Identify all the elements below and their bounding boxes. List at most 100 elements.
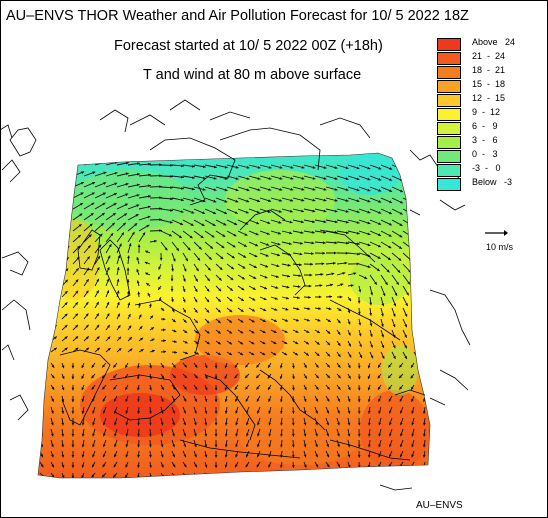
wind-arrow-head — [367, 254, 371, 258]
wind-arrow-head — [149, 365, 152, 369]
wind-arrow-head — [57, 203, 61, 207]
wind-arrow-head — [204, 422, 208, 426]
wind-arrow-shaft — [422, 472, 426, 478]
wind-arrow-head — [114, 192, 117, 196]
wind-arrow-head — [240, 341, 244, 345]
wind-arrow-head — [99, 233, 103, 237]
wind-arrow-head — [159, 174, 162, 178]
wind-arrow-head — [224, 422, 228, 426]
wind-arrow-head — [181, 186, 184, 190]
wind-arrow-head — [181, 164, 184, 168]
wind-arrow-head — [315, 422, 318, 426]
wind-arrow-head — [40, 410, 43, 414]
wind-arrow-head — [150, 315, 153, 319]
wind-arrow-shaft — [424, 241, 430, 250]
wind-arrow-head — [117, 325, 121, 329]
wind-arrow-head — [222, 234, 226, 237]
legend-label: 0 - 3 — [472, 149, 498, 159]
wind-arrow-shaft — [39, 384, 45, 390]
wind-arrow-head — [81, 399, 85, 402]
wind-arrow-head — [356, 199, 360, 203]
wind-arrow-head — [92, 422, 95, 426]
wind-arrow-head — [214, 376, 218, 380]
wind-arrow-head — [224, 399, 228, 402]
wind-arrow-shaft — [413, 296, 420, 307]
wind-arrow-head — [116, 290, 120, 294]
wind-arrow-head — [393, 303, 397, 307]
wind-arrow-head — [299, 252, 303, 256]
wind-arrow-head — [427, 356, 430, 359]
coastlines — [9, 127, 426, 461]
wind-arrow-head — [91, 375, 95, 379]
wind-arrow-head — [323, 198, 327, 202]
wind-arrow-head — [327, 342, 330, 346]
wind-arrow-head — [168, 233, 172, 237]
wind-arrow-head — [418, 280, 422, 284]
wind-arrow-shaft — [387, 472, 393, 478]
wind-arrow-head — [61, 475, 65, 478]
wind-arrow-head — [300, 220, 304, 224]
wind-arrow-head — [280, 444, 283, 448]
wind-arrow-head — [147, 292, 151, 296]
wind-arrow-head — [337, 320, 341, 324]
wind-arrow-head — [389, 444, 392, 447]
wind-arrow-head — [428, 291, 430, 295]
wind-arrow-head — [323, 177, 327, 180]
wind-arrow-head — [389, 410, 392, 414]
wind-arrow-head — [204, 433, 208, 437]
wind-arrow-head — [204, 444, 208, 448]
wind-arrow-head — [304, 375, 307, 379]
legend-item: 3 - 6 — [436, 135, 544, 149]
wind-arrow-head — [266, 243, 270, 246]
wind-arrow-head — [257, 177, 261, 180]
wind-arrow-head — [125, 464, 128, 468]
wind-arrow-head — [214, 365, 218, 369]
wind-arrow-head — [71, 475, 75, 478]
wind-arrow-head — [64, 347, 68, 351]
wind-arrow-head — [376, 268, 380, 271]
wind-arrow-head — [103, 422, 106, 426]
wind-arrow-head — [194, 410, 197, 414]
wind-arrow-head — [296, 307, 300, 311]
wind-arrow-head — [146, 283, 150, 286]
wind-arrow-head — [71, 376, 75, 380]
wind-arrow-head — [224, 464, 228, 468]
wind-arrow-head — [106, 278, 110, 282]
wind-arrow-head — [245, 364, 249, 368]
wind-arrow-head — [377, 375, 381, 379]
legend-item: 18 - 21 — [436, 65, 544, 79]
wind-arrow-head — [420, 235, 424, 238]
wind-arrow-head — [427, 345, 430, 349]
wind-arrow-head — [399, 234, 403, 238]
wind-arrow-head — [148, 184, 151, 188]
wind-arrow-shaft — [61, 202, 72, 210]
wind-arrow-head — [268, 166, 272, 169]
wind-arrow-head — [295, 341, 299, 344]
wind-arrow-shaft — [61, 213, 72, 221]
wind-arrow-head — [337, 386, 341, 390]
wind-arrow-head — [235, 422, 239, 426]
wind-arrow-head — [265, 264, 269, 268]
wind-arrow-head — [388, 245, 392, 249]
wind-arrow-head — [207, 267, 211, 271]
wind-arrow-head — [148, 173, 151, 177]
wind-arrow-head — [81, 160, 85, 164]
wind-arrow-head — [300, 241, 303, 245]
wind-arrow-head — [278, 220, 282, 224]
wind-arrow-shaft — [424, 318, 430, 328]
wind-arrow-head — [303, 398, 307, 402]
wind-arrow-shaft — [50, 257, 59, 265]
wind-arrow-head — [47, 160, 51, 164]
wind-arrow-head — [217, 352, 221, 355]
wind-arrow-head — [235, 454, 238, 458]
wind-arrow-head — [223, 222, 227, 226]
wind-arrow-head — [346, 231, 349, 235]
wind-arrow-head — [367, 210, 371, 214]
wind-arrow-head — [178, 235, 182, 238]
wind-arrow-head — [170, 278, 174, 282]
wind-arrow-head — [273, 319, 277, 322]
wind-arrow-head — [396, 281, 399, 285]
wind-arrow-head — [235, 398, 238, 402]
wind-arrow-head — [245, 464, 249, 468]
wind-arrow-head — [369, 334, 373, 337]
